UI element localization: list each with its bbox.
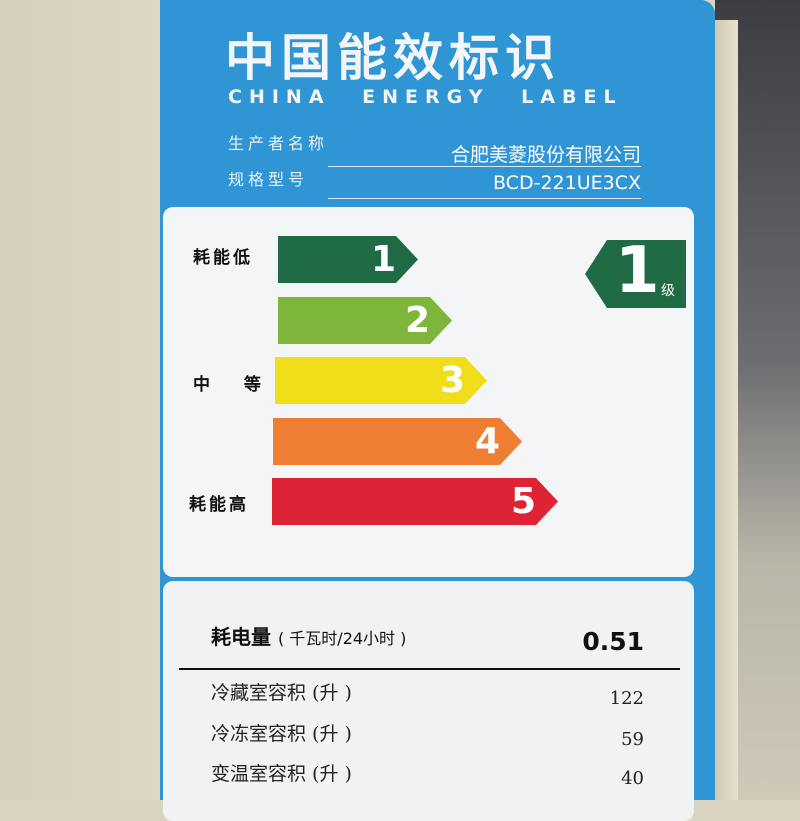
manufacturer-label: 生产者名称 — [228, 134, 329, 153]
consumption-value: 0.51 — [582, 627, 644, 656]
model-value: BCD-221UE3CX — [492, 172, 641, 194]
divider — [328, 166, 641, 167]
grade-bar-1: 1 — [278, 236, 418, 283]
medium-consumption-label: 中 等 — [193, 375, 264, 395]
divider — [328, 198, 641, 199]
variable-volume-label: 变温室容积 (升 ) — [211, 763, 352, 785]
grade-number: 4 — [474, 421, 500, 462]
grade-number: 1 — [370, 239, 396, 280]
low-consumption-label: 耗能低 — [193, 248, 253, 268]
label-title: 中国能效标识 — [225, 29, 561, 87]
grade-bar-2: 2 — [278, 297, 452, 344]
model-label: 规格型号 — [228, 170, 309, 189]
variable-volume-value: 40 — [621, 768, 644, 789]
grade-unit: 级 — [661, 283, 675, 299]
wall — [0, 0, 160, 800]
grade-bar-4: 4 — [273, 418, 522, 465]
fridge-volume-label: 冷藏室容积 (升 ) — [211, 682, 352, 704]
grade-number: 2 — [404, 300, 430, 341]
current-grade: 1 — [615, 234, 660, 308]
freezer-volume-value: 59 — [621, 729, 644, 750]
consumption-unit: ( 千瓦时/24小时 ) — [277, 629, 407, 648]
divider — [179, 668, 680, 670]
grade-bar-3: 3 — [275, 357, 487, 404]
consumption-label: 耗电量 ( 千瓦时/24小时 ) — [211, 621, 406, 650]
grade-number: 3 — [439, 360, 465, 401]
energy-label: 中国能效标识 CHINA ENERGY LABEL 生产者名称 合肥美菱股份有限… — [160, 0, 715, 821]
high-consumption-label: 耗能高 — [189, 495, 249, 515]
label-subtitle: CHINA ENERGY LABEL — [228, 86, 623, 108]
grade-bar-5: 5 — [272, 478, 558, 525]
spec-panel: 耗电量 ( 千瓦时/24小时 ) 0.51 冷藏室容积 (升 ) 122 冷冻室… — [163, 581, 694, 821]
fridge-volume-value: 122 — [609, 688, 644, 709]
grade-number: 5 — [510, 481, 536, 522]
fridge-edge — [712, 20, 738, 800]
current-grade-indicator: 1 级 — [585, 240, 686, 308]
freezer-volume-label: 冷冻室容积 (升 ) — [211, 723, 352, 745]
manufacturer-value: 合肥美菱股份有限公司 — [450, 144, 641, 166]
grade-panel: 耗能低 中 等 耗能高 1 2 3 4 5 1 级 — [163, 207, 694, 577]
consumption-title: 耗电量 — [211, 625, 271, 649]
